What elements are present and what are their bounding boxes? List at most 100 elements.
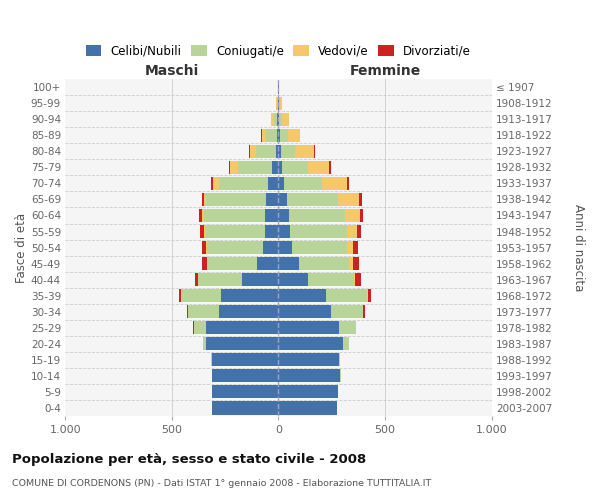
Bar <box>282 112 289 126</box>
Bar <box>358 225 361 238</box>
Bar <box>219 305 278 318</box>
Bar <box>202 257 206 270</box>
Bar <box>292 241 347 254</box>
Bar <box>188 305 219 318</box>
Bar <box>204 225 205 238</box>
Bar <box>277 96 278 110</box>
Bar <box>278 209 289 222</box>
Bar <box>278 241 292 254</box>
Bar <box>280 112 282 126</box>
Bar <box>329 161 331 174</box>
Bar <box>281 144 295 158</box>
Bar <box>278 257 299 270</box>
Bar <box>203 337 206 350</box>
Bar <box>250 144 256 158</box>
Bar <box>278 386 338 398</box>
Bar <box>266 193 278 206</box>
Bar <box>278 273 308 286</box>
Bar <box>194 321 206 334</box>
Bar <box>229 161 230 174</box>
Bar <box>308 161 329 174</box>
Bar <box>199 273 242 286</box>
Bar <box>207 257 257 270</box>
Bar <box>272 161 278 174</box>
Bar <box>349 257 353 270</box>
Bar <box>289 209 345 222</box>
Bar <box>278 112 280 126</box>
Bar <box>279 96 280 110</box>
Bar <box>274 112 277 126</box>
Bar <box>345 209 359 222</box>
Bar <box>295 144 314 158</box>
Bar <box>359 193 362 206</box>
Bar <box>212 370 278 382</box>
Bar <box>326 289 367 302</box>
Text: COMUNE DI CORDENONS (PN) - Dati ISTAT 1° gennaio 2008 - Elaborazione TUTTITALIA.: COMUNE DI CORDENONS (PN) - Dati ISTAT 1°… <box>12 479 431 488</box>
Bar <box>284 177 322 190</box>
Bar <box>202 193 204 206</box>
Bar <box>331 305 363 318</box>
Bar <box>322 177 347 190</box>
Bar <box>339 321 356 334</box>
Text: Popolazione per età, sesso e stato civile - 2008: Popolazione per età, sesso e stato civil… <box>12 452 366 466</box>
Bar <box>339 354 340 366</box>
Bar <box>368 289 371 302</box>
Bar <box>278 305 331 318</box>
Bar <box>354 273 355 286</box>
Bar <box>206 193 266 206</box>
Y-axis label: Fasce di età: Fasce di età <box>15 212 28 282</box>
Bar <box>187 305 188 318</box>
Bar <box>212 354 278 366</box>
Bar <box>238 161 272 174</box>
Bar <box>213 177 219 190</box>
Bar <box>266 128 277 142</box>
Bar <box>367 289 368 302</box>
Bar <box>206 337 278 350</box>
Bar <box>287 193 338 206</box>
Bar <box>364 305 365 318</box>
Bar <box>343 337 349 350</box>
Bar <box>278 225 290 238</box>
Bar <box>355 273 361 286</box>
Bar <box>275 96 277 110</box>
Text: Maschi: Maschi <box>145 64 199 78</box>
Bar <box>221 289 278 302</box>
Bar <box>212 402 278 414</box>
Bar <box>278 337 343 350</box>
Bar <box>206 241 207 254</box>
Bar <box>230 161 238 174</box>
Bar <box>242 273 278 286</box>
Bar <box>278 289 326 302</box>
Bar <box>179 289 181 302</box>
Bar <box>271 112 274 126</box>
Bar <box>204 193 206 206</box>
Bar <box>359 209 363 222</box>
Bar <box>262 128 266 142</box>
Bar <box>347 177 349 190</box>
Bar <box>265 225 278 238</box>
Bar <box>207 241 263 254</box>
Bar <box>290 225 347 238</box>
Bar <box>278 370 340 382</box>
Bar <box>268 177 278 190</box>
Bar <box>219 177 268 190</box>
Bar <box>277 112 278 126</box>
Bar <box>181 289 221 302</box>
Bar <box>347 241 353 254</box>
Bar <box>277 128 278 142</box>
Bar <box>204 209 265 222</box>
Bar <box>202 209 204 222</box>
Y-axis label: Anni di nascita: Anni di nascita <box>572 204 585 291</box>
Bar <box>353 241 358 254</box>
Bar <box>280 96 282 110</box>
Bar <box>278 128 280 142</box>
Bar <box>278 177 284 190</box>
Bar <box>278 193 287 206</box>
Bar <box>347 225 358 238</box>
Bar <box>205 225 265 238</box>
Bar <box>278 161 282 174</box>
Bar <box>211 354 212 366</box>
Bar <box>278 321 339 334</box>
Bar <box>278 144 281 158</box>
Bar <box>278 402 337 414</box>
